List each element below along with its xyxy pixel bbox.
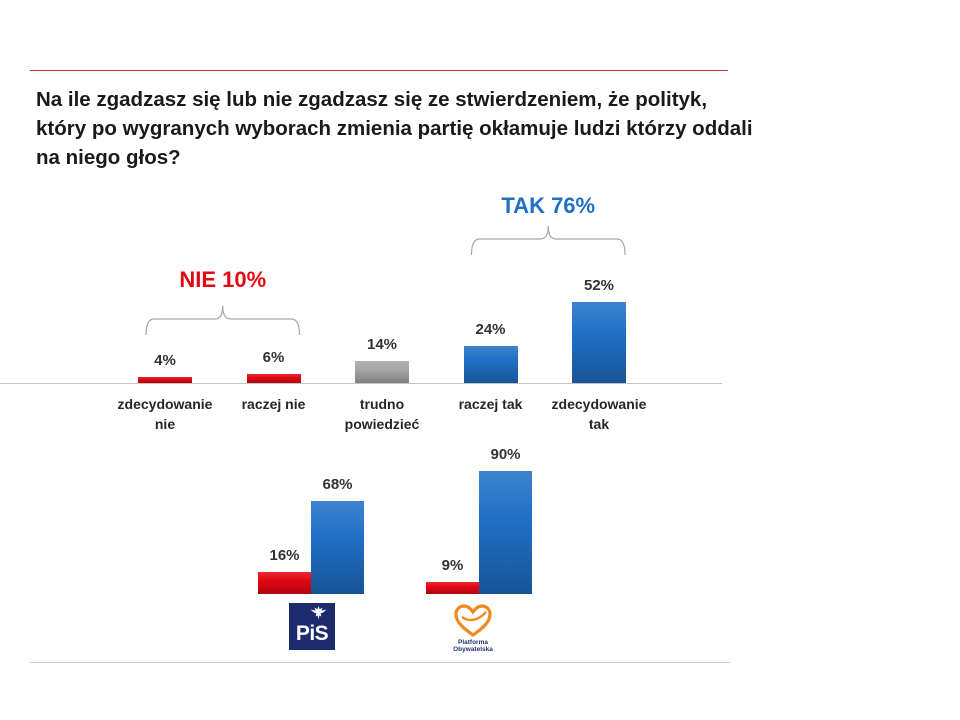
value-label-raczej-nie: 6% (262, 348, 285, 366)
value-label-zdecydowanie-nie: 4% (154, 351, 176, 369)
party-value-label-platforma-obywatelska-agree: 90% (490, 446, 521, 464)
value-label-trudno-powiedziec: 14% (366, 336, 398, 354)
top-rule (30, 70, 728, 71)
bottom-rule (30, 662, 730, 663)
question-text: Na ile zgadzasz się lub nie zgadzasz się… (36, 85, 753, 172)
baseline-axis (0, 383, 722, 384)
category-label-trudno-powiedziec: trudno powiedzieć (344, 396, 420, 432)
bracket-nie (145, 305, 301, 336)
bar-zdecydowanie-tak (572, 301, 626, 383)
bar-trudno-powiedziec (355, 361, 409, 383)
heart-icon (454, 604, 492, 637)
question-line-3: na niego głos? (36, 146, 181, 169)
pis-logo-text: PiS (295, 622, 329, 645)
question-line-2: który po wygranych wyborach zmienia part… (36, 117, 753, 140)
pis-logo: PiS (289, 603, 335, 650)
bar-raczej-tak (463, 345, 518, 383)
party-bar-platforma-obywatelska-agree (479, 471, 532, 594)
value-label-zdecydowanie-tak: 52% (583, 276, 615, 294)
po-logo: Platforma Obywatelska (447, 604, 499, 654)
party-value-label-platforma-obywatelska-disagree: 9% (441, 556, 464, 574)
annotation-label-tak: TAK 76% (501, 193, 596, 218)
category-label-raczej-nie: raczej nie (241, 396, 306, 412)
party-bar-platforma-obywatelska-disagree (426, 581, 479, 594)
category-label-raczej-tak: raczej tak (458, 396, 523, 412)
category-label-zdecydowanie-tak: zdecydowanie tak (551, 396, 647, 432)
annotation-label-nie: NIE 10% (179, 267, 267, 292)
question-line-1: Na ile zgadzasz się lub nie zgadzasz się… (36, 88, 708, 111)
value-label-raczej-tak: 24% (475, 320, 506, 338)
bar-raczej-nie (246, 373, 301, 383)
party-value-label-pis-agree: 68% (322, 476, 353, 494)
party-bar-pis-agree (311, 501, 364, 594)
eagle-icon (310, 606, 327, 620)
party-bar-pis-disagree (258, 572, 311, 594)
bracket-tak (470, 225, 626, 256)
po-logo-text: Platforma Obywatelska (453, 639, 493, 653)
bar-zdecydowanie-nie (138, 376, 192, 383)
category-label-zdecydowanie-nie: zdecydowanie nie (117, 396, 213, 432)
party-value-label-pis-disagree: 16% (269, 547, 300, 565)
